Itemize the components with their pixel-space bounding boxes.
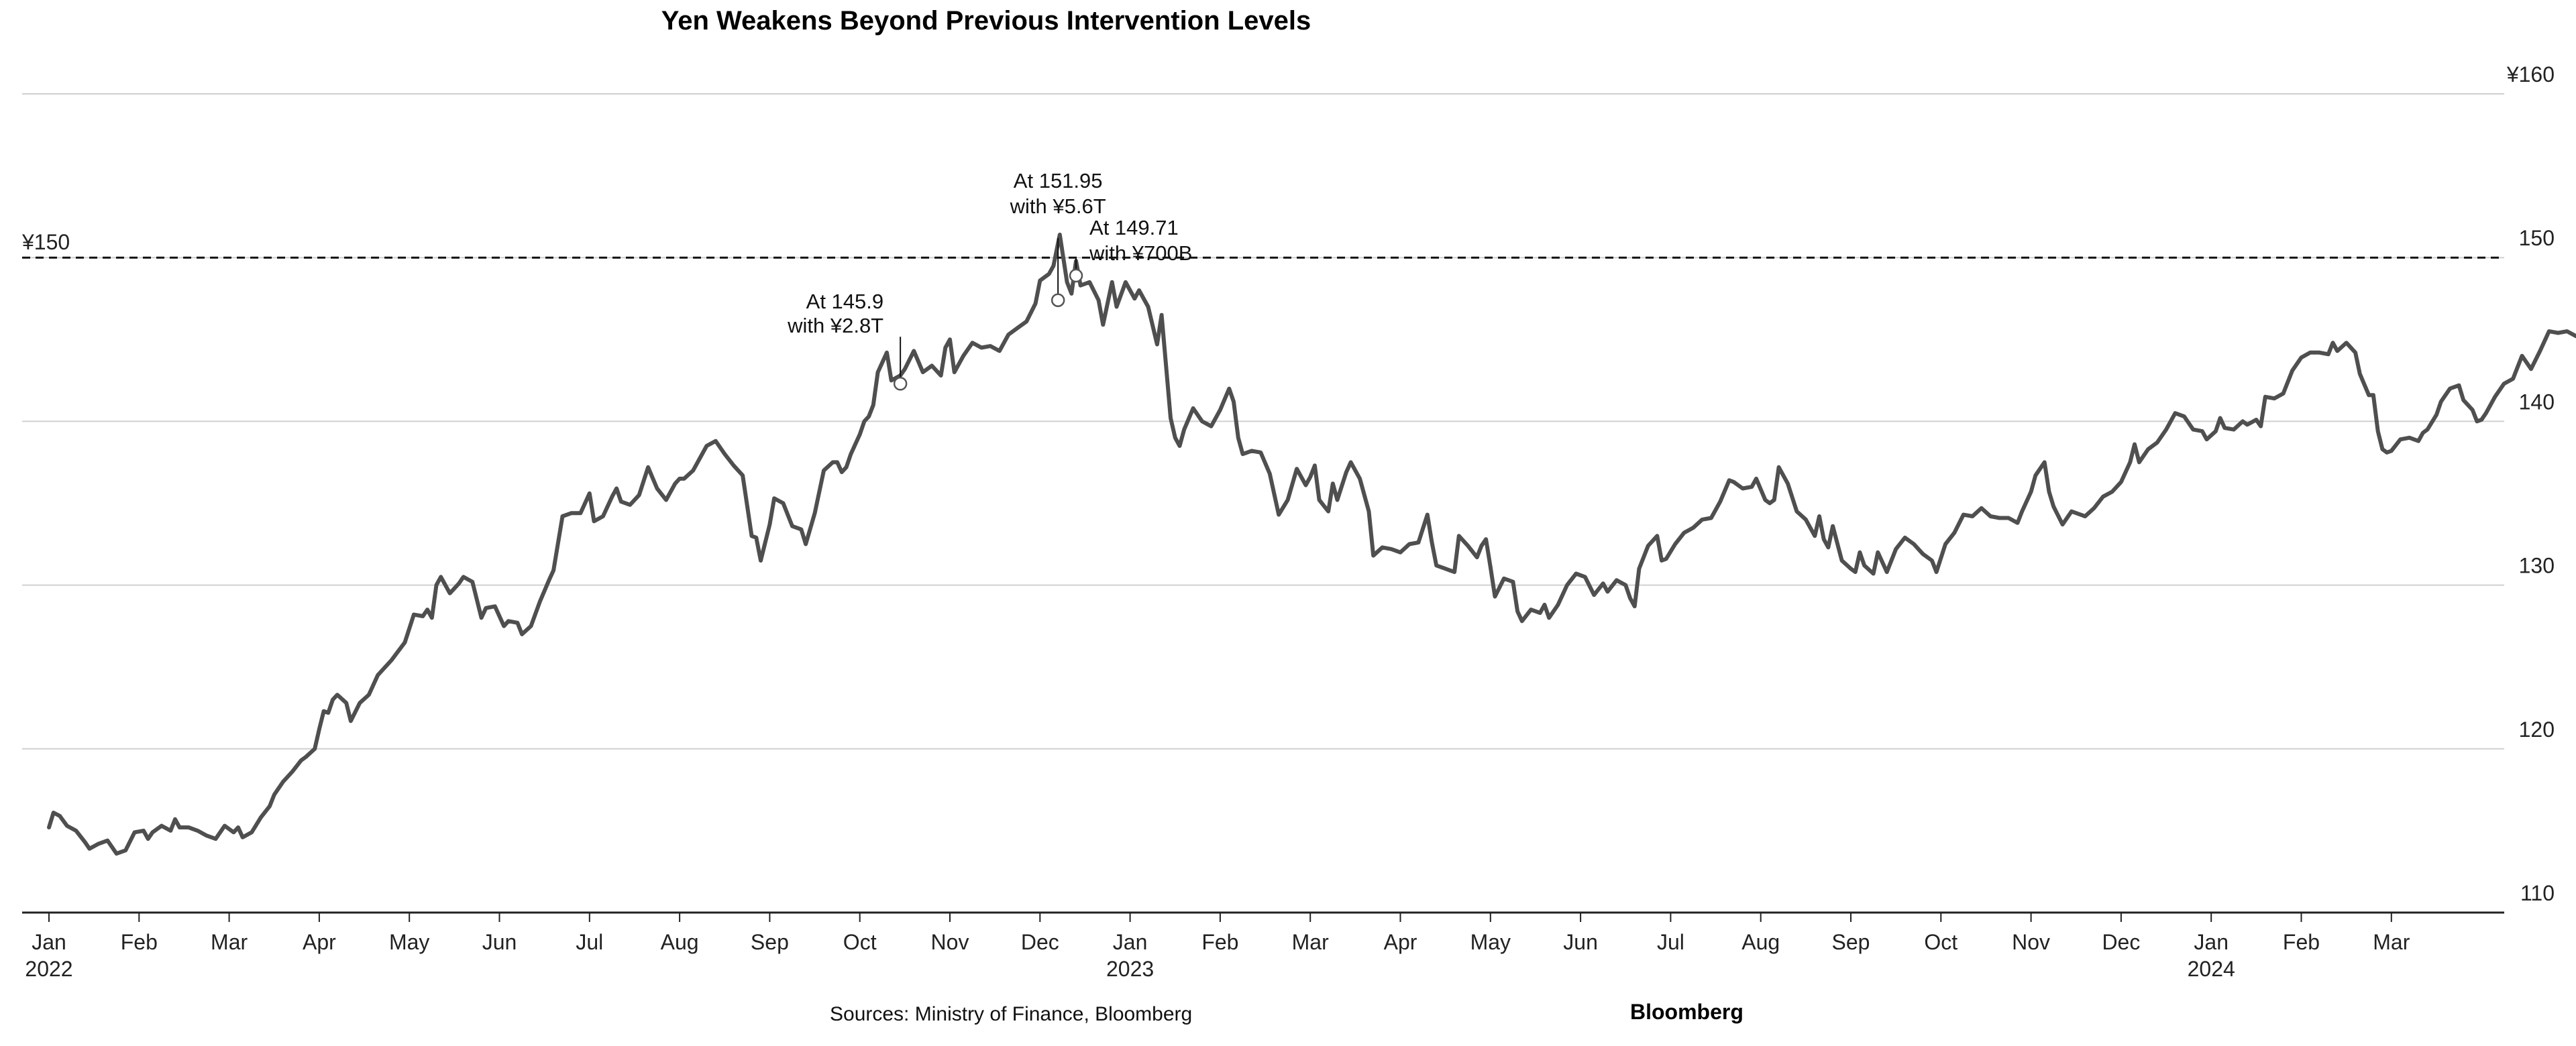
x-tick-label-3: Apr	[303, 930, 336, 954]
annotation-3-line-2: with ¥700B	[1089, 241, 1192, 265]
x-tick-label-10: Nov	[931, 930, 969, 954]
usd-jpy-series	[47, 233, 2576, 856]
x-tick-label-4: May	[389, 930, 429, 954]
x-tick-label-8: Sep	[751, 930, 789, 954]
x-tick-label-25: Feb	[2283, 930, 2320, 954]
x-tick-label-9: Oct	[843, 930, 877, 954]
x-tick-label-20: Sep	[1832, 930, 1870, 954]
x-tick-label-15: Apr	[1384, 930, 1417, 954]
x-axis: Jan 2022 Feb Mar Apr May Jun Jul Aug Sep Oct Nov Dec…	[22, 911, 2504, 981]
gridlines	[22, 93, 2504, 750]
y-tick-label-130: 130	[2519, 554, 2555, 578]
x-tick-label-23: Dec	[2102, 930, 2140, 954]
source-note: Sources: Ministry of Finance, Bloomberg	[830, 1003, 1192, 1025]
x-tick-label-24: Jan	[2194, 930, 2229, 954]
y-tick-label-150: 150	[2519, 226, 2555, 250]
annotation-2-marker	[1051, 293, 1065, 307]
y-axis-ticks: ¥160 150 140 130 120 110	[2506, 62, 2555, 905]
reference-line-150: ¥150	[21, 230, 2504, 259]
x-year-label-2022: 2022	[25, 957, 72, 981]
x-tick-label-26: Mar	[2373, 930, 2410, 954]
x-tick-label-16: May	[1470, 930, 1511, 954]
y-tick-label-160: ¥160	[2506, 62, 2555, 86]
y-tick-label-110: 110	[2520, 881, 2555, 905]
x-tick-label-7: Aug	[661, 930, 699, 954]
bloomberg-logo: Bloomberg	[1630, 1000, 1743, 1024]
x-tick-label-1: Feb	[121, 930, 158, 954]
annotation-2-line-2: with ¥5.6T	[1010, 194, 1106, 218]
x-tick-label-12: Jan	[1113, 930, 1148, 954]
x-tick-label-19: Aug	[1741, 930, 1780, 954]
reference-line-label: ¥150	[21, 230, 70, 254]
x-tick-label-2: Mar	[211, 930, 248, 954]
x-tick-label-14: Mar	[1292, 930, 1329, 954]
x-tick-label-21: Oct	[1924, 930, 1957, 954]
annotation-1-line-2: with ¥2.8T	[787, 314, 883, 337]
annotation-1-line-1: At 145.9	[806, 290, 883, 313]
x-tick-label-6: Jul	[576, 930, 603, 954]
x-tick-label-0: Jan	[32, 930, 66, 954]
annotation-1-marker	[893, 376, 908, 391]
x-tick-label-5: Jun	[482, 930, 517, 954]
x-year-label-2024: 2024	[2188, 957, 2235, 981]
annotation-3-marker	[1069, 268, 1083, 283]
x-tick-label-11: Dec	[1021, 930, 1059, 954]
y-tick-label-120: 120	[2519, 717, 2555, 742]
annotation-2-line-1: At 151.95	[1014, 169, 1103, 192]
x-tick-label-18: Jul	[1657, 930, 1684, 954]
chart-title: Yen Weakens Beyond Previous Intervention…	[661, 6, 1311, 36]
x-year-label-2023: 2023	[1106, 957, 1154, 981]
x-tick-label-13: Feb	[1201, 930, 1238, 954]
annotation-3-line-1: At 149.71	[1089, 216, 1179, 239]
series-line	[47, 233, 2576, 856]
x-tick-label-17: Jun	[1563, 930, 1598, 954]
x-tick-label-22: Nov	[2012, 930, 2050, 954]
y-tick-label-140: 140	[2519, 390, 2555, 414]
